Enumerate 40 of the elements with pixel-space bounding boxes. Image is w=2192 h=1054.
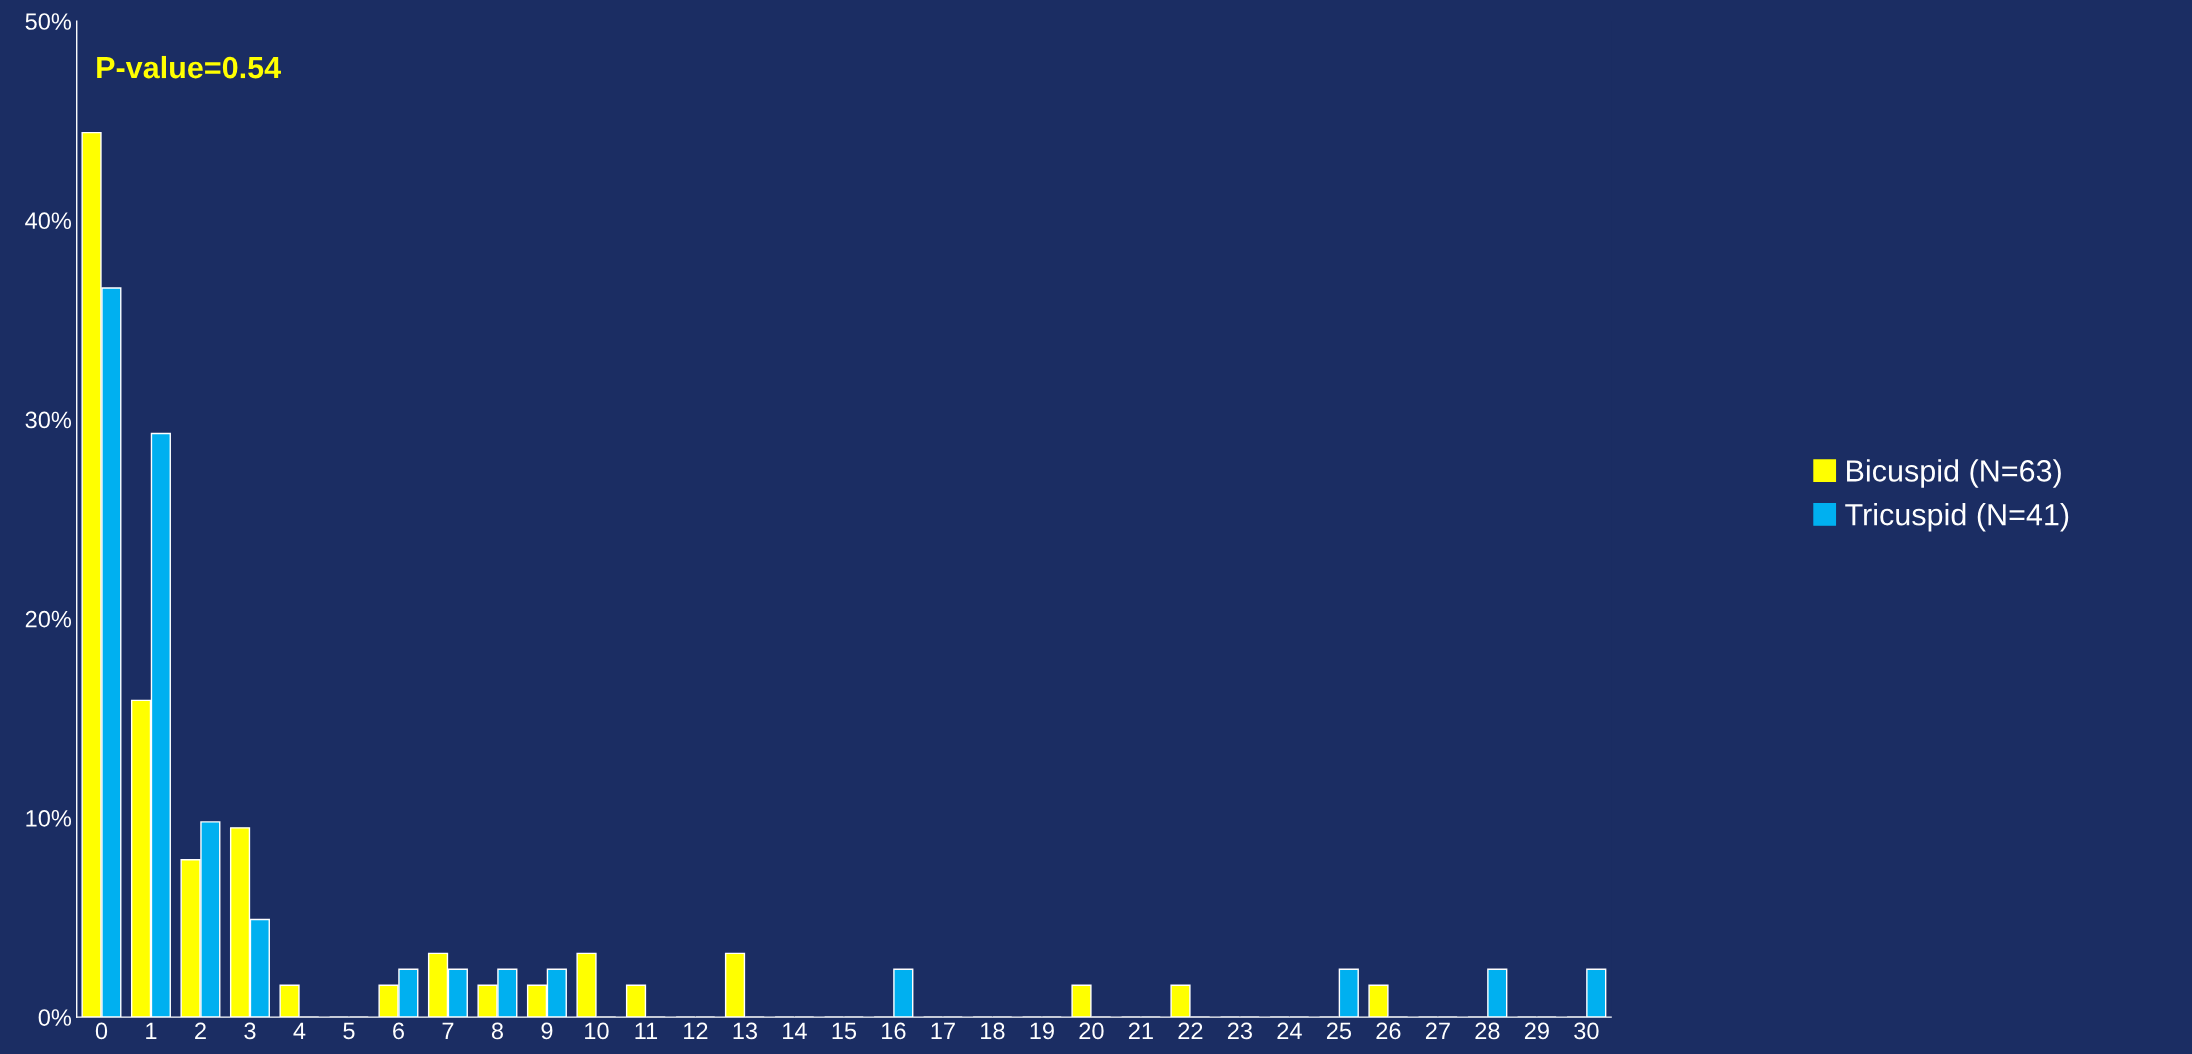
x-tick-label: 15 — [832, 1022, 857, 1040]
x-tick-label: 10 — [585, 1022, 609, 1040]
legend-label: Bicuspid (N=63) — [1847, 459, 2061, 488]
y-tick-label: 0% — [38, 1009, 72, 1026]
x-tick-label: 23 — [1227, 1022, 1252, 1040]
x-tick-label: 12 — [684, 1022, 708, 1040]
x-tick-label: 6 — [393, 1022, 404, 1040]
x-tick-label: 26 — [1376, 1022, 1401, 1040]
y-tick-label: 20% — [25, 610, 72, 628]
y-tick-label: 40% — [25, 212, 72, 230]
x-tick-label: 29 — [1524, 1022, 1549, 1040]
annotation: P-value=0.54 — [97, 55, 281, 79]
x-tick-label: 2 — [195, 1022, 206, 1040]
legend-label: Tricuspid (N=41) — [1845, 503, 2069, 532]
x-tick-label: 21 — [1128, 1022, 1153, 1040]
x-tick-label: 17 — [931, 1022, 955, 1040]
x-tick-label: 22 — [1178, 1022, 1203, 1040]
x-tick-label: 18 — [981, 1022, 1005, 1040]
y-tick-label: 10% — [26, 809, 72, 827]
x-tick-label: 13 — [733, 1022, 758, 1040]
x-tick-label: 24 — [1277, 1022, 1302, 1040]
x-tick-label: 27 — [1425, 1022, 1450, 1040]
x-tick-label: 11 — [635, 1022, 658, 1040]
x-tick-label: 19 — [1030, 1022, 1054, 1040]
x-tick-label: 8 — [491, 1022, 503, 1040]
x-tick-label: 16 — [882, 1022, 906, 1040]
x-tick-label: 1 — [146, 1022, 157, 1040]
y-tick-label: 50% — [25, 13, 72, 30]
x-tick-label: 3 — [244, 1022, 256, 1040]
x-tick-label: 14 — [783, 1022, 807, 1040]
x-tick-label: 30 — [1574, 1022, 1599, 1040]
x-tick-label: 20 — [1079, 1022, 1104, 1040]
x-tick-label: 5 — [343, 1022, 355, 1040]
x-tick-label: 7 — [442, 1022, 454, 1040]
x-tick-label: 0 — [95, 1022, 108, 1040]
x-tick-label: 4 — [293, 1022, 306, 1040]
x-tick-label: 9 — [541, 1022, 553, 1040]
x-tick-label: 28 — [1475, 1022, 1500, 1040]
x-tick-label: 25 — [1326, 1022, 1352, 1040]
y-tick-label: 30% — [25, 411, 72, 429]
